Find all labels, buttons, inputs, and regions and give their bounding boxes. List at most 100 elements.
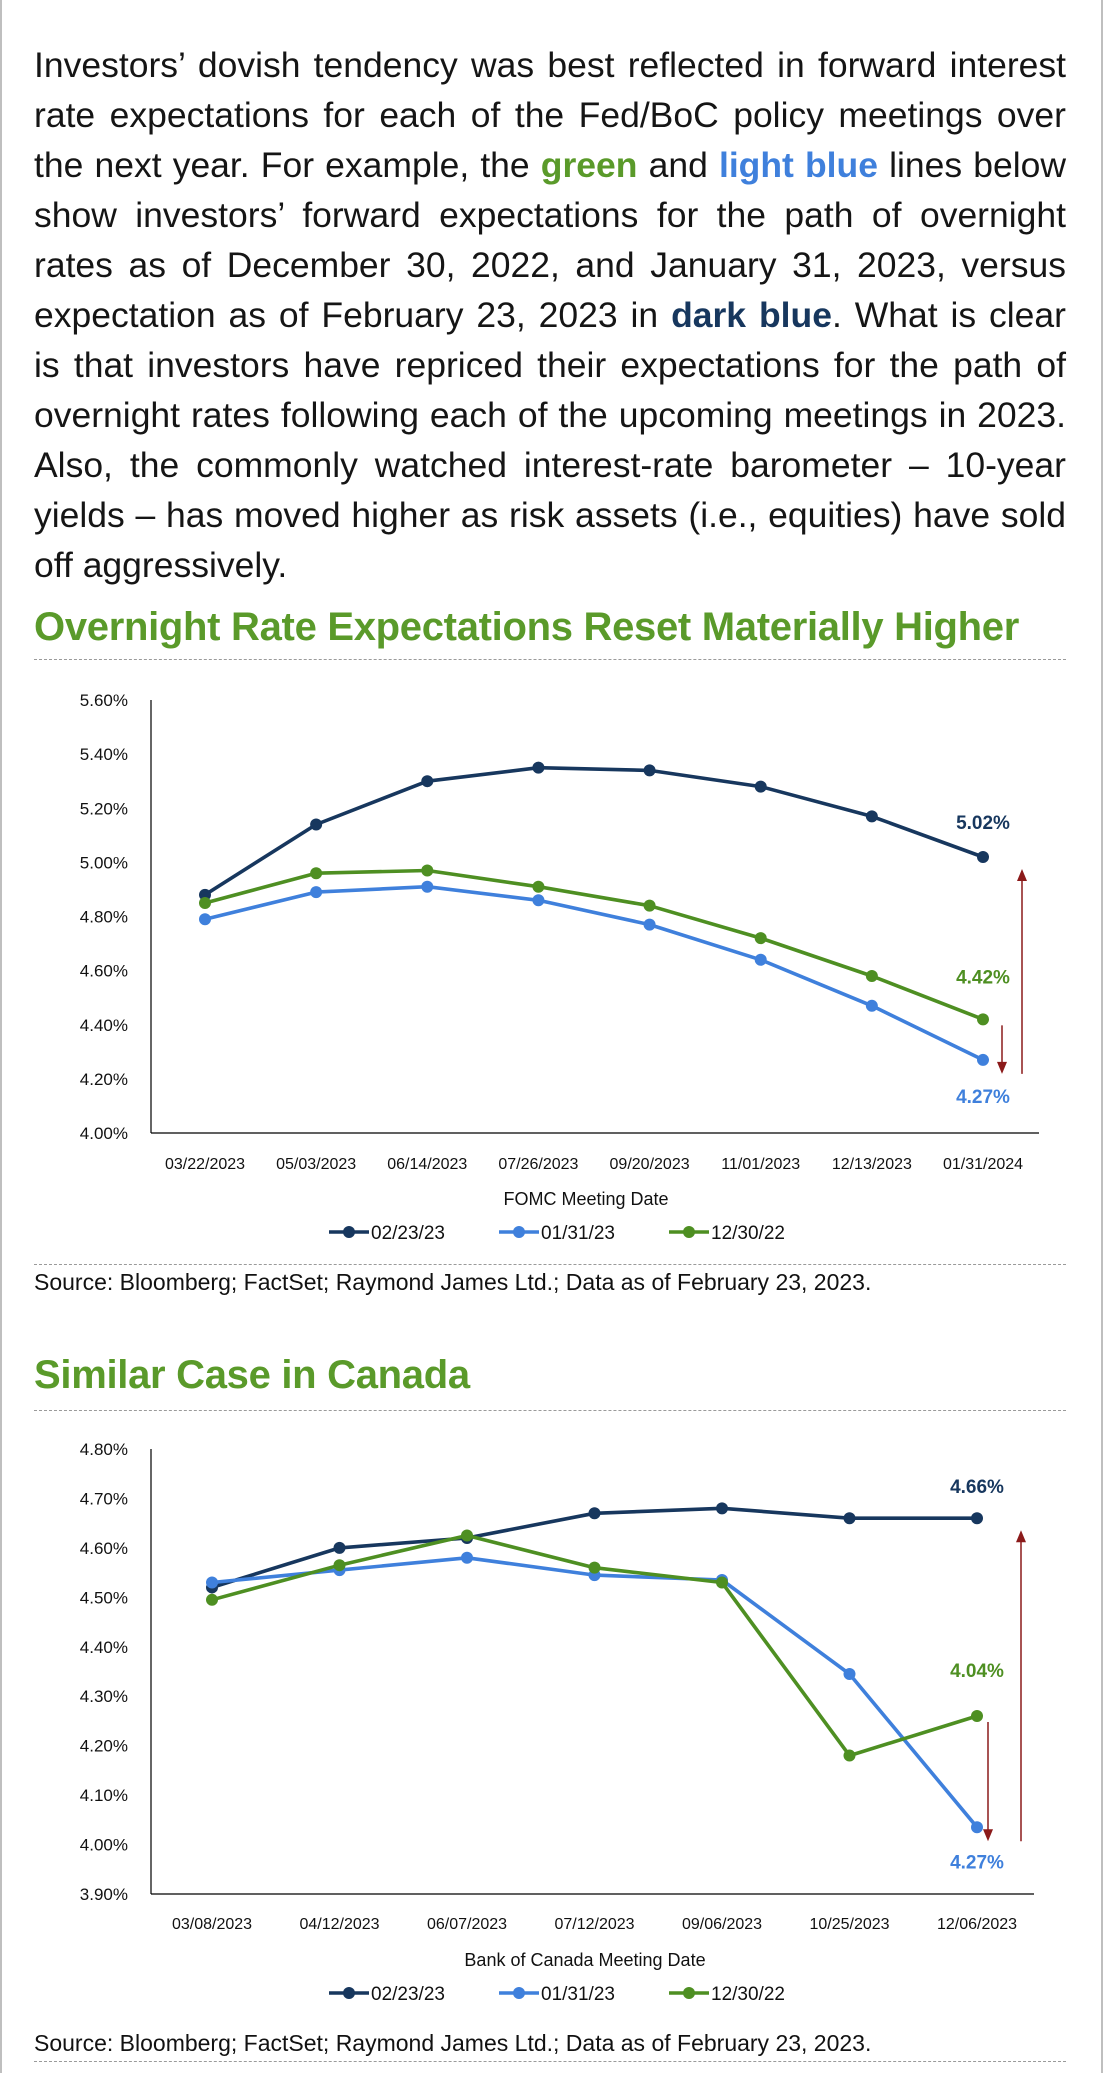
chart1-legend-label-2: 12/30/22 — [711, 1223, 785, 1244]
chart1-down-arrow-head — [997, 1061, 1007, 1074]
chart2-y-tick-label: 4.80% — [80, 1440, 128, 1459]
chart2-series-1-point — [461, 1551, 473, 1564]
chart2-down-arrow-head — [983, 1829, 993, 1842]
chart1-x-tick-label: 03/22/2023 — [165, 1156, 245, 1173]
chart2-series-0-point — [333, 1541, 346, 1554]
chart1-legend-label-1: 01/31/23 — [541, 1223, 615, 1244]
chart1-series-0-point — [643, 764, 656, 777]
chart2-y-tick-label: 4.40% — [80, 1638, 128, 1657]
chart2-series-0-point — [843, 1512, 856, 1525]
chart2-x-tick-label: 12/06/2023 — [937, 1916, 1017, 1933]
chart1-legend-marker-1 — [513, 1226, 525, 1238]
chart1-y-tick-label: 5.40% — [80, 745, 128, 764]
chart1-y-tick-label: 4.20% — [80, 1070, 128, 1089]
chart1-series-2-point — [421, 864, 434, 877]
chart2-y-tick-label: 4.20% — [80, 1737, 128, 1756]
chart2-x-tick-label: 06/07/2023 — [427, 1916, 507, 1933]
chart1-legend-marker-2 — [683, 1226, 695, 1238]
chart2-series-2-point — [971, 1710, 983, 1722]
chart1-x-tick-label: 12/13/2023 — [832, 1156, 912, 1173]
chart2-series-0-point — [716, 1502, 728, 1515]
chart2-series-line-1 — [211, 1556, 979, 1829]
chart1-series-2-point — [643, 899, 656, 912]
chart1-series-0-point — [865, 810, 878, 823]
chart2-series-2-point — [843, 1749, 856, 1762]
chart2-legend-marker-0 — [343, 1987, 355, 1999]
chart2-legend-marker-1 — [513, 1987, 525, 1999]
chart1-x-tick-label: 09/20/2023 — [610, 1156, 690, 1173]
chart2-container: 3.90% 4.00% 4.10% 4.20% 4.30% 4.40% 4.50% 4.60%… — [34, 1410, 1066, 2062]
chart2-svg: 3.90% 4.00% 4.10% 4.20% 4.30% 4.40% 4.50% 4.60%… — [80, 1440, 1034, 2005]
chart1-series-1-point — [865, 999, 878, 1012]
chart1-y-tick-label: 5.00% — [80, 853, 128, 872]
chart1-end-label: 4.27% — [956, 1087, 1010, 1108]
intro-green-word: green — [540, 144, 638, 185]
chart2-x-tick-label: 07/12/2023 — [554, 1916, 634, 1933]
chart2-series-2-point — [716, 1576, 728, 1589]
chart2-series-1-point — [843, 1667, 856, 1680]
chart1-series-2-point — [977, 1013, 989, 1026]
chart1-series-2-point — [310, 867, 323, 880]
intro-light-blue-word: light blue — [718, 144, 878, 185]
chart1-series-0-point — [532, 761, 545, 774]
chart1-x-tick-label: 05/03/2023 — [276, 1156, 356, 1173]
chart1-series-line-1 — [204, 884, 984, 1062]
chart2-series-2-point — [206, 1593, 218, 1606]
chart2-series-1-point — [971, 1821, 983, 1834]
chart1-y-tick-label: 4.00% — [80, 1124, 128, 1143]
chart2-series-2-point — [333, 1559, 346, 1572]
chart1-end-label: 5.02% — [956, 813, 1010, 834]
intro-text-1: Investors’ dovish tendency was best refl… — [34, 44, 1066, 185]
chart1-series-2-point — [199, 896, 211, 909]
chart2-legend-label-1: 01/31/23 — [541, 1984, 615, 2005]
chart1-series-2-point — [532, 880, 545, 893]
chart1-svg: 4.00% 4.20% 4.40% 4.60% 4.80% 5.00% 5.20% 5.40%… — [80, 691, 1039, 1244]
chart1-end-label: 4.42% — [956, 967, 1010, 988]
intro-text-2: and — [637, 144, 719, 185]
chart1-series-1-point — [421, 880, 434, 893]
chart2-source: Source: Bloomberg; FactSet; Raymond Jame… — [34, 2030, 872, 2056]
chart2-y-tick-label: 4.60% — [80, 1539, 128, 1558]
chart1-x-axis-title: FOMC Meeting Date — [503, 1189, 668, 1209]
chart2-y-tick-label: 4.00% — [80, 1836, 128, 1855]
chart2-y-tick-label: 3.90% — [80, 1885, 128, 1904]
chart2-y-tick-label: 4.30% — [80, 1687, 128, 1706]
chart2-x-tick-label: 09/06/2023 — [682, 1916, 762, 1933]
chart1-y-tick-label: 5.60% — [80, 691, 128, 710]
chart1-y-tick-label: 5.20% — [80, 799, 128, 818]
chart1-x-tick-label: 06/14/2023 — [387, 1156, 467, 1173]
chart2-series-2-point — [461, 1529, 473, 1542]
chart1-series-0-point — [977, 850, 989, 863]
chart2-title: Similar Case in Canada — [34, 1353, 470, 1397]
chart2-x-tick-label: 10/25/2023 — [809, 1916, 889, 1933]
intro-text-4: . What is clear is that investors have r… — [34, 294, 1066, 585]
chart2-y-tick-label: 4.10% — [80, 1786, 128, 1805]
chart2-series-2-point — [588, 1561, 601, 1574]
chart1-y-tick-label: 4.80% — [80, 908, 128, 927]
chart2-legend-label-0: 02/23/23 — [371, 1984, 445, 2005]
chart1-series-line-0 — [204, 765, 984, 897]
chart2-legend-marker-2 — [683, 1987, 695, 1999]
chart2-end-label: 4.04% — [950, 1661, 1004, 1682]
chart2-end-label: 4.66% — [950, 1477, 1004, 1498]
chart2-x-tick-label: 04/12/2023 — [299, 1916, 379, 1933]
chart2-x-tick-label: 03/08/2023 — [172, 1916, 252, 1933]
chart2-series-1-point — [206, 1576, 218, 1589]
chart1-series-line-2 — [204, 868, 984, 1021]
chart2-x-axis-title: Bank of Canada Meeting Date — [464, 1950, 705, 1970]
chart1-title: Overnight Rate Expectations Reset Materi… — [34, 605, 1019, 649]
chart2-end-label: 4.27% — [950, 1852, 1004, 1873]
chart1-series-1-point — [643, 918, 656, 931]
chart1-series-2-point — [865, 970, 878, 983]
chart1-legend-marker-0 — [343, 1226, 355, 1238]
chart2-series-0-point — [588, 1507, 601, 1520]
chart1-series-0-point — [754, 780, 767, 793]
chart1-container: 4.00% 4.20% 4.40% 4.60% 4.80% 5.00% 5.20% 5.40%… — [34, 659, 1066, 1265]
chart2-up-arrow-head — [1016, 1530, 1026, 1543]
chart1-source: Source: Bloomberg; FactSet; Raymond Jame… — [34, 1269, 872, 1295]
chart1-series-0-point — [310, 818, 323, 831]
intro-text-3: lines below show investors’ forward expe… — [34, 144, 1066, 335]
chart1-series-1-point — [532, 894, 545, 907]
chart1-series-2-point — [754, 932, 767, 945]
